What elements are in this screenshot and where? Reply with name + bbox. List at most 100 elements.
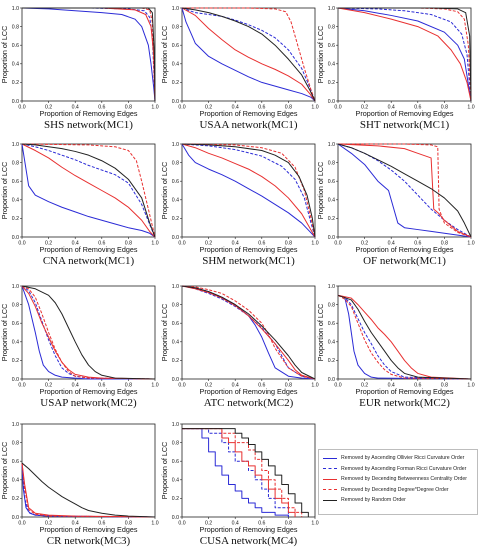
- subplot: [336, 7, 472, 103]
- plot-frame: [337, 143, 472, 238]
- series-line: [21, 143, 156, 238]
- y-axis-label: Proportion of LCC: [0, 162, 9, 220]
- y-axis-label: Proportion of LCC: [316, 162, 325, 220]
- x-axis-label: Proportion of Removing Edges: [356, 387, 454, 396]
- series-line: [21, 143, 156, 238]
- legend-item-ollivier: Removed by Ascending Ollivier Ricci Curv…: [323, 453, 473, 464]
- x-tick-label: 0.6: [98, 105, 105, 111]
- subplot: [20, 143, 156, 239]
- x-tick-label: 0.4: [72, 241, 79, 247]
- legend-item-degree: Removed by Decending Degree*Degree Order: [323, 485, 473, 496]
- x-axis-label: Proportion of Removing Edges: [40, 109, 138, 118]
- y-tick-label: 0.6: [328, 179, 335, 185]
- legend-label: Removed by Decending Degree*Degree Order: [341, 486, 449, 493]
- y-tick-label: 1.0: [172, 142, 179, 148]
- y-tick-label: 0.2: [328, 216, 335, 222]
- y-tick-label: 1.0: [172, 422, 179, 428]
- series-line: [181, 7, 316, 102]
- y-tick-label: 0.0: [12, 377, 19, 383]
- legend-label: Removed by Ascending Forman Ricci Curvat…: [341, 465, 467, 472]
- legend-label: Removed by Decending Betweenness Central…: [341, 476, 468, 483]
- y-tick-label: 0.0: [172, 99, 179, 105]
- x-tick-label: 1.0: [311, 383, 318, 389]
- x-tick-label: 1.0: [311, 105, 318, 111]
- x-tick-label: 1.0: [311, 521, 318, 527]
- y-tick-label: 0.6: [172, 459, 179, 465]
- subplot-caption: USAA network(MC1): [199, 119, 297, 131]
- y-tick-label: 0.2: [12, 358, 19, 364]
- series-line: [21, 285, 156, 380]
- series-line: [181, 7, 316, 102]
- y-axis-label: Proportion of LCC: [160, 304, 169, 362]
- y-tick-label: 0.0: [328, 377, 335, 383]
- subplot-caption: CUSA network(MC4): [200, 535, 298, 547]
- x-tick-label: 0.2: [205, 521, 212, 527]
- y-tick-label: 0.6: [12, 321, 19, 327]
- subplot-caption: EUR network(MC2): [359, 397, 450, 409]
- x-tick-label: 0.4: [232, 105, 239, 111]
- y-tick-label: 0.2: [12, 216, 19, 222]
- series-line: [337, 294, 472, 380]
- plot-frame: [337, 7, 472, 102]
- series-line: [21, 143, 156, 238]
- subplot-caption: USAP network(MC2): [40, 397, 137, 409]
- x-tick-label: 0.2: [205, 383, 212, 389]
- x-tick-label: 0.0: [18, 241, 25, 247]
- subplot: [336, 143, 472, 239]
- x-tick-label: 0.8: [125, 383, 132, 389]
- series-line: [21, 7, 156, 102]
- y-tick-label: 0.4: [12, 198, 19, 204]
- series-line: [21, 463, 156, 518]
- y-tick-label: 0.2: [172, 358, 179, 364]
- x-tick-label: 1.0: [151, 241, 158, 247]
- x-tick-label: 0.6: [414, 241, 421, 247]
- y-tick-label: 0.2: [328, 80, 335, 86]
- y-tick-label: 0.4: [328, 62, 335, 68]
- x-axis-label: Proportion of Removing Edges: [200, 245, 298, 254]
- x-tick-label: 0.2: [205, 241, 212, 247]
- y-tick-label: 0.0: [172, 235, 179, 241]
- x-tick-label: 0.4: [232, 241, 239, 247]
- series-line: [181, 143, 316, 238]
- x-tick-label: 0.2: [205, 105, 212, 111]
- x-tick-label: 0.0: [18, 105, 25, 111]
- plot-frame: [337, 285, 472, 380]
- subplot: [336, 285, 472, 381]
- y-tick-label: 0.0: [12, 235, 19, 241]
- y-tick-label: 1.0: [172, 284, 179, 290]
- x-tick-label: 0.4: [72, 383, 79, 389]
- series-line: [181, 7, 316, 102]
- x-tick-label: 0.4: [232, 521, 239, 527]
- series-line: [182, 428, 303, 517]
- y-tick-label: 1.0: [328, 142, 335, 148]
- y-tick-label: 0.0: [12, 99, 19, 105]
- series-line: [181, 143, 316, 238]
- y-axis-label: Proportion of LCC: [0, 304, 9, 362]
- x-tick-label: 0.8: [441, 383, 448, 389]
- series-line: [181, 285, 316, 380]
- y-tick-label: 0.2: [172, 216, 179, 222]
- series-line: [21, 285, 155, 380]
- y-tick-label: 0.8: [172, 302, 179, 308]
- y-tick-label: 0.2: [12, 496, 19, 502]
- subplot-caption: CR network(MC3): [47, 535, 131, 547]
- series-line: [181, 7, 316, 102]
- y-tick-label: 0.8: [12, 440, 19, 446]
- y-tick-label: 0.4: [172, 62, 179, 68]
- x-tick-label: 0.0: [178, 105, 185, 111]
- x-tick-label: 0.0: [178, 241, 185, 247]
- series-line: [337, 143, 472, 238]
- legend-item-betweenness: Removed by Decending Betweenness Central…: [323, 474, 473, 485]
- x-tick-label: 0.0: [334, 383, 341, 389]
- y-tick-label: 1.0: [12, 6, 19, 12]
- x-tick-label: 0.8: [285, 383, 292, 389]
- x-tick-label: 0.6: [414, 383, 421, 389]
- series-line: [337, 294, 472, 380]
- y-tick-label: 0.6: [12, 179, 19, 185]
- y-axis-label: Proportion of LCC: [160, 442, 169, 500]
- y-axis-label: Proportion of LCC: [160, 26, 169, 84]
- x-tick-label: 0.2: [45, 383, 52, 389]
- subplot: [180, 143, 316, 239]
- x-tick-label: 0.0: [18, 521, 25, 527]
- y-tick-label: 0.8: [12, 302, 19, 308]
